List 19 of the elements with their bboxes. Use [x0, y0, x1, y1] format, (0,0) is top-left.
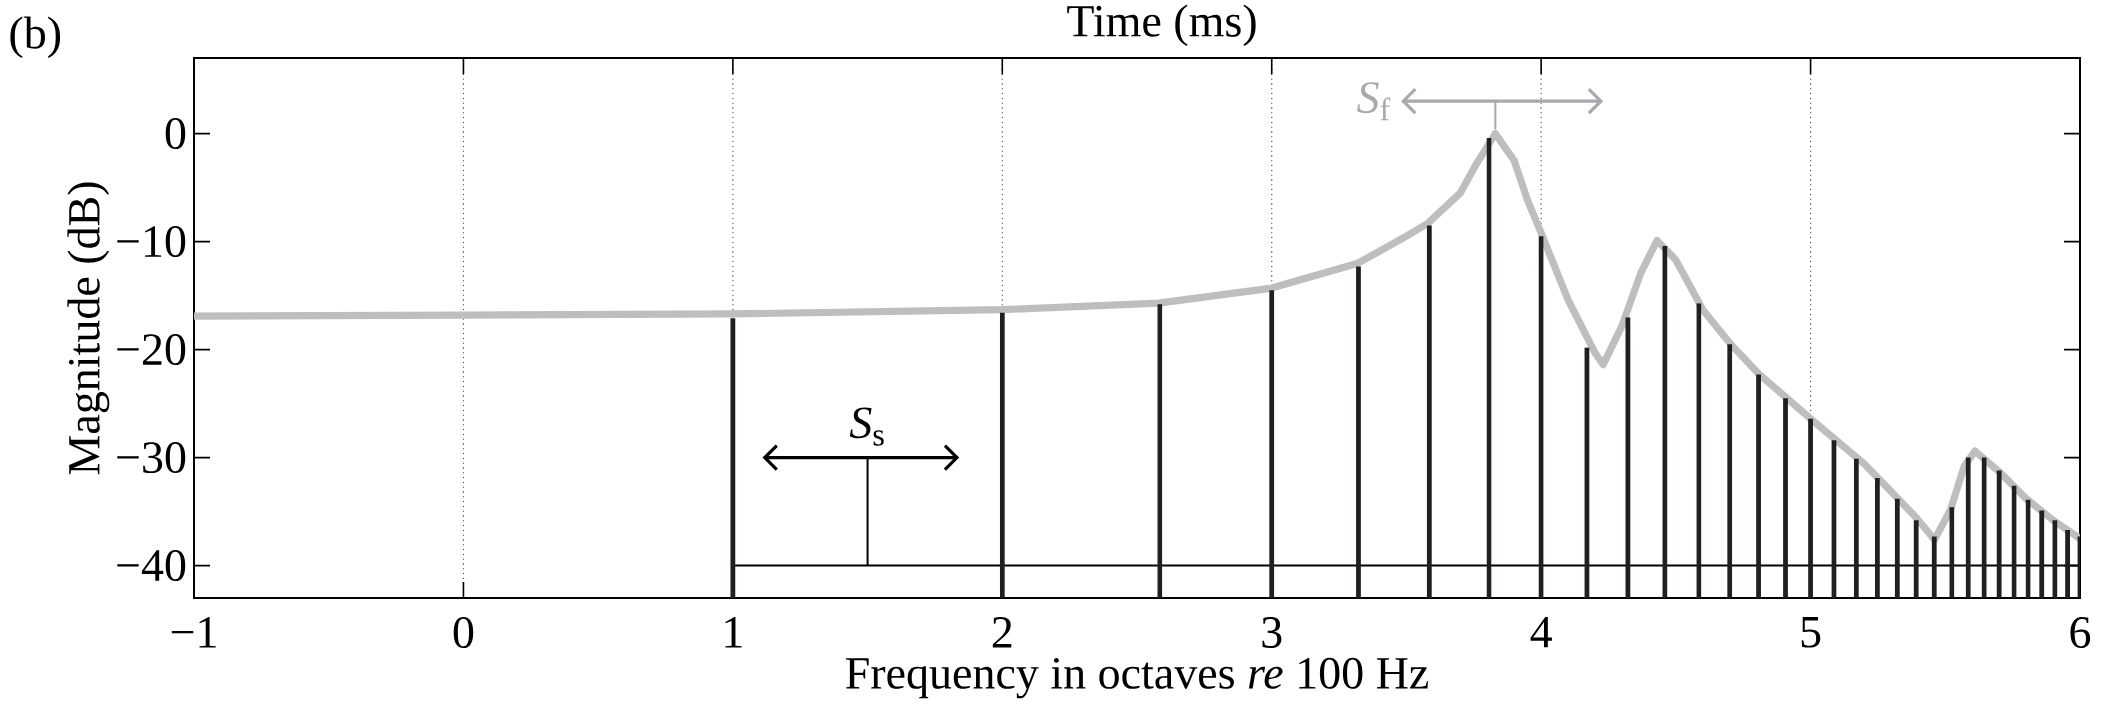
text: Time (ms): [1067, 4, 1256, 47]
x-tick-label: 5: [1801, 617, 1821, 648]
x-tick-label: 6: [2070, 617, 2091, 648]
x-axis-title: Frequency in octaves re 100 Hz: [846, 657, 1429, 699]
x-tick-label: 3: [1262, 617, 1282, 648]
y-tick-label: −10: [117, 226, 186, 258]
y-axis-title: Magnitude (dB): [67, 182, 110, 475]
x-tick-label: 4: [1530, 617, 1552, 648]
text: (b): [10, 16, 61, 59]
annotation: S$_{f}$: [1357, 82, 1391, 121]
x-tick-label: 0: [453, 617, 474, 649]
x-tick-label: 1: [725, 617, 742, 648]
y-tick-label: 0: [165, 118, 186, 150]
y-tick-label: −20: [117, 334, 186, 366]
y-tick-label: −30: [117, 442, 186, 474]
annotation: S$_{s}$: [849, 407, 884, 446]
y-tick-label: −40: [117, 550, 186, 582]
x-tick-label: −1: [171, 617, 216, 648]
x-tick-label: 2: [992, 617, 1012, 648]
